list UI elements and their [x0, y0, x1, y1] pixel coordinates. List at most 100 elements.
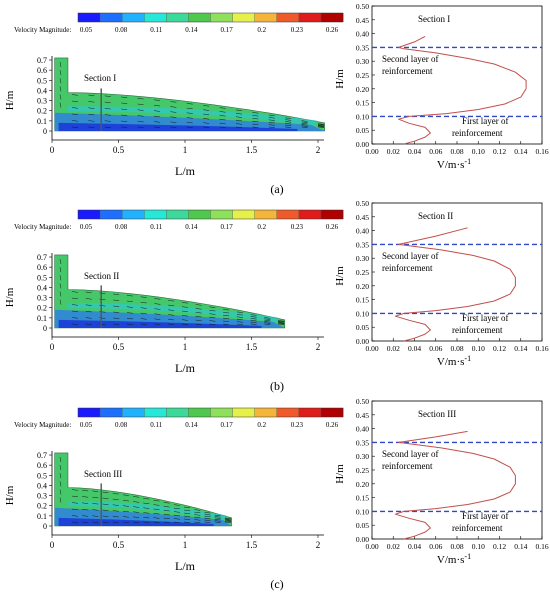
flow-y-tick-label: 0.5: [37, 471, 47, 480]
flow-x-tick-label: 0: [50, 145, 55, 155]
velocity-arrow: [153, 513, 160, 515]
colorbar-segment: [188, 408, 211, 417]
velocity-arrow: [143, 512, 150, 514]
profile-y-tick-label: 0.15: [356, 99, 369, 108]
profile-x-tick-label: 0.10: [472, 147, 485, 156]
velocity-arrow: [102, 515, 109, 518]
slowest-layer: [58, 122, 298, 131]
colorbar-segment: [232, 13, 255, 22]
velocity-arrow: [203, 122, 210, 124]
velocity-arrow: [203, 109, 210, 111]
velocity-arrow: [153, 99, 160, 101]
velocity-arrow: [195, 308, 202, 310]
velocity-arrow: [99, 305, 106, 307]
velocity-arrow: [88, 120, 95, 122]
colorbar-segment: [276, 13, 300, 22]
velocity-arrow: [219, 118, 226, 121]
colorbar-tick-label: 0.11: [150, 26, 162, 34]
velocity-arrow: [214, 521, 221, 523]
first-layer-annotation: First layer of: [462, 116, 509, 126]
profile-y-axis-label: H/m: [334, 266, 346, 286]
velocity-arrow: [252, 115, 259, 117]
velocity-arrow: [278, 323, 285, 325]
colorbar-segment: [298, 408, 322, 417]
profile-section-label: Section III: [418, 409, 456, 419]
velocity-arrow: [59, 258, 62, 265]
velocity-arrow: [235, 116, 243, 118]
velocity-arrow: [102, 491, 109, 494]
velocity-arrow: [153, 115, 160, 118]
velocity-arrow: [278, 320, 285, 323]
velocity-arrow: [153, 104, 160, 107]
profile-y-tick-label: 0.45: [356, 16, 369, 25]
flow-y-tick-label: 0: [43, 127, 47, 136]
velocity-arrow: [209, 323, 216, 325]
velocity-arrow: [223, 314, 230, 317]
velocity-arrow: [285, 123, 292, 125]
colorbar-segment: [100, 13, 123, 22]
velocity-arrow: [285, 126, 292, 128]
velocity-arrow: [59, 275, 62, 281]
panel-label: (a): [270, 182, 283, 196]
velocity-arrow: [268, 117, 275, 119]
velocity-arrow: [317, 126, 325, 128]
colorbar-segment: [320, 408, 344, 417]
colorbar-segment: [78, 13, 101, 22]
profile-y-tick-label: 0.40: [356, 425, 369, 434]
velocity-arrow: [209, 320, 216, 322]
profile-y-tick-label: 0.35: [356, 43, 369, 52]
velocity-arrow: [209, 310, 216, 312]
second-layer-annotation: Second layer of: [382, 449, 438, 459]
velocity-arrow: [173, 514, 180, 517]
flow-section-label: Section III: [84, 469, 122, 479]
slowest-layer: [58, 319, 262, 328]
first-layer-annotation: reinforcement: [452, 325, 503, 335]
velocity-arrow: [214, 517, 221, 519]
colorbar-segment: [166, 408, 189, 417]
profile-y-tick-label: 0.25: [356, 466, 369, 475]
velocity-arrow: [153, 126, 160, 128]
velocity-arrow: [59, 299, 62, 305]
velocity-arrow: [71, 323, 78, 325]
profile-x-tick-label: 0.14: [514, 542, 527, 551]
velocity-arrow: [250, 319, 257, 322]
profile-y-tick-label: 0.50: [356, 397, 369, 406]
velocity-arrow: [195, 319, 202, 322]
velocity-arrow: [153, 508, 160, 510]
profile-x-tick-label: 0.04: [408, 147, 421, 156]
flow-y-tick-label: 0: [43, 324, 47, 333]
flow-y-tick-label: 0.5: [37, 76, 47, 85]
velocity-arrow: [137, 109, 144, 111]
velocity-arrow: [143, 502, 150, 505]
velocity-arrow: [186, 117, 193, 119]
velocity-arrow: [223, 323, 230, 325]
velocity-arrow: [59, 94, 62, 100]
colorbar-label: Velocity Magnitude:: [14, 421, 71, 429]
velocity-arrow: [278, 320, 285, 322]
velocity-arrow: [122, 499, 129, 502]
flow-y-tick-label: 0.7: [37, 253, 47, 262]
velocity-arrow: [195, 323, 202, 325]
velocity-arrow: [143, 516, 150, 519]
flow-x-tick-label: 0: [50, 540, 55, 550]
profile-x-tick-label: 0.10: [472, 344, 485, 353]
panel-label: (c): [270, 577, 283, 591]
flow-y-tick-label: 0.6: [37, 263, 47, 272]
velocity-arrow: [301, 124, 308, 126]
flow-x-tick-label: 2: [316, 540, 321, 550]
velocity-arrow: [59, 78, 62, 84]
profile-section-label: Section II: [418, 211, 453, 221]
velocity-arrow: [112, 510, 119, 512]
velocity-arrow: [223, 309, 230, 311]
velocity-arrow: [250, 321, 257, 324]
velocity-arrow: [85, 323, 92, 325]
velocity-profile-line: [394, 430, 516, 540]
colorbar-segment: [320, 13, 344, 22]
profile-x-tick-label: 0.06: [429, 542, 442, 551]
velocity-arrow: [133, 521, 140, 523]
flow-y-tick-label: 0.6: [37, 66, 47, 75]
velocity-arrow: [301, 122, 308, 125]
colorbar-segment: [188, 13, 211, 22]
velocity-arrow: [186, 103, 193, 105]
profile-y-tick-label: 0.45: [356, 213, 369, 222]
